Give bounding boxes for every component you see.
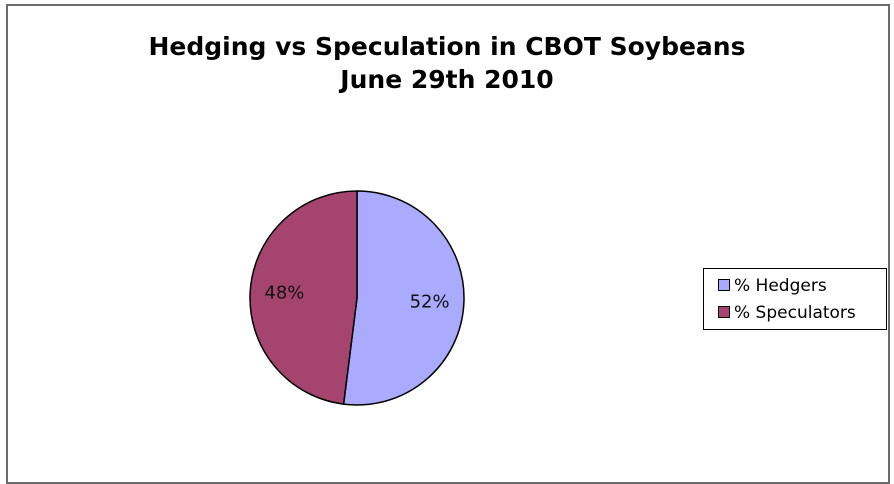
pie-label-hedgers: 52% <box>410 292 450 313</box>
chart-title: Hedging vs Speculation in CBOT Soybeans <box>148 32 746 61</box>
pie-label-speculators: 48% <box>264 282 304 303</box>
legend-label-hedgers: % Hedgers <box>734 276 827 296</box>
legend-label-speculators: % Speculators <box>734 303 856 323</box>
legend-swatch-hedgers <box>718 279 730 291</box>
pie-slice-hedgers <box>342 190 465 406</box>
chart-subtitle: June 29th 2010 <box>340 65 554 94</box>
pie-slice-speculators <box>249 190 358 405</box>
legend-item-hedgers: % Hedgers <box>718 275 827 297</box>
legend-item-speculators: % Speculators <box>718 302 856 324</box>
legend: % Hedgers % Speculators <box>703 268 887 330</box>
legend-swatch-speculators <box>718 306 730 318</box>
